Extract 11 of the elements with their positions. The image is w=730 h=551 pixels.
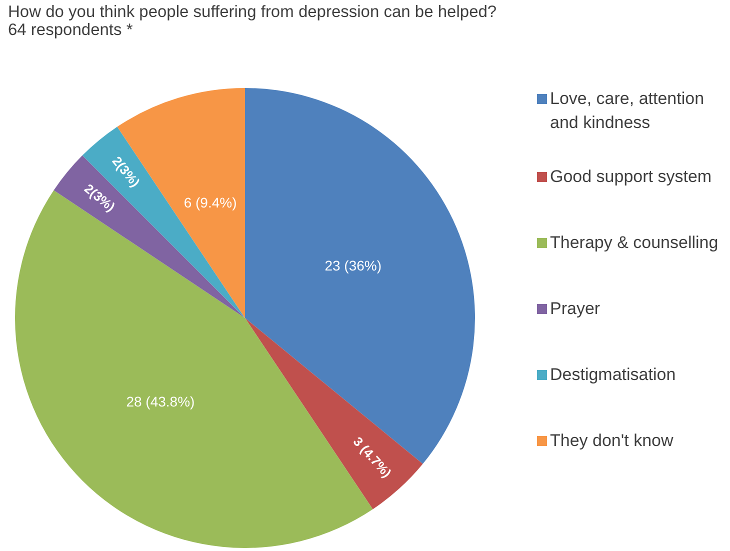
legend-label: Destigmatisation	[550, 364, 677, 386]
data-label: 28 (43.8%)	[126, 393, 195, 410]
legend-label: Love, care, attention and kindness	[550, 88, 706, 134]
data-label: 6 (9.4%)	[184, 194, 237, 210]
legend-label: Good support system	[550, 166, 713, 188]
chart-subtitle: 64 respondents *	[8, 21, 133, 39]
chart-title: How do you think people suffering from depression can be helped?	[8, 3, 497, 21]
legend-label: Therapy & counselling	[550, 232, 720, 254]
data-label: 23 (36%)	[324, 258, 382, 274]
legend-label: They don't know	[550, 430, 674, 452]
legend-label: Prayer	[550, 298, 602, 320]
